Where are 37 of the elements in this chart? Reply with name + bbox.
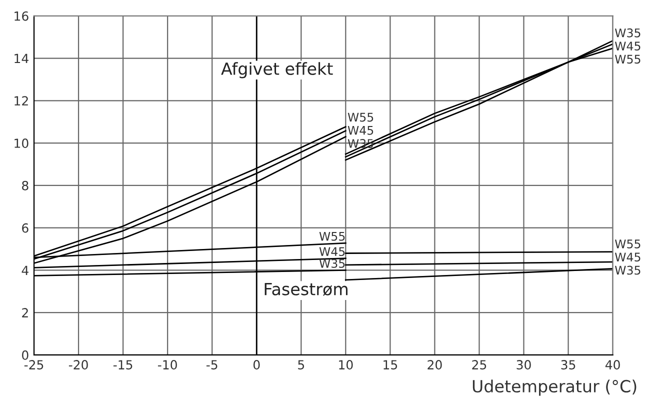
x-tick-label: 30 (516, 360, 531, 370)
y-tick-label: 8 (22, 180, 28, 190)
y-tick-label: 6 (22, 223, 28, 233)
x-tick-label: 5 (298, 360, 304, 370)
x-tick-label: -15 (113, 360, 132, 370)
x-tick-label: 15 (384, 360, 398, 370)
x-tick-label: -25 (24, 360, 44, 370)
x-axis-title: Udetemperatur (°C) (472, 380, 636, 396)
series-label: W45 (319, 247, 345, 256)
series-label: W45 (614, 42, 640, 50)
x-tick-label: -10 (158, 360, 177, 370)
series-label: W35 (614, 28, 640, 38)
y-tick-label: 10 (14, 138, 28, 148)
annotation: Fasestrøm (264, 282, 348, 296)
y-tick-label: 2 (22, 308, 28, 318)
x-tick-label: -5 (206, 360, 218, 370)
series-label: W55 (614, 54, 640, 64)
x-tick-label: 35 (561, 360, 576, 370)
series-label: W35 (614, 266, 640, 275)
x-tick-label: 40 (605, 360, 620, 370)
y-tick-label: 12 (14, 96, 28, 106)
x-tick-label: 25 (472, 360, 486, 370)
series-label: W55 (348, 112, 374, 122)
x-tick-label: 10 (339, 360, 353, 370)
series-label: W55 (614, 240, 640, 248)
x-tick-label: -20 (68, 360, 88, 370)
series-label: W35 (319, 258, 345, 268)
y-tick-label: 16 (14, 11, 28, 21)
y-tick-label: 14 (14, 54, 28, 64)
series-label: W45 (348, 126, 374, 135)
series-label: W55 (319, 232, 345, 241)
y-tick-label: 0 (22, 350, 28, 360)
series-label: W45 (614, 252, 640, 262)
x-tick-label: 20 (428, 360, 442, 370)
annotation: Afgivet effekt (221, 62, 333, 78)
y-tick-label: 4 (22, 266, 28, 275)
x-tick-label: 0 (253, 360, 260, 370)
